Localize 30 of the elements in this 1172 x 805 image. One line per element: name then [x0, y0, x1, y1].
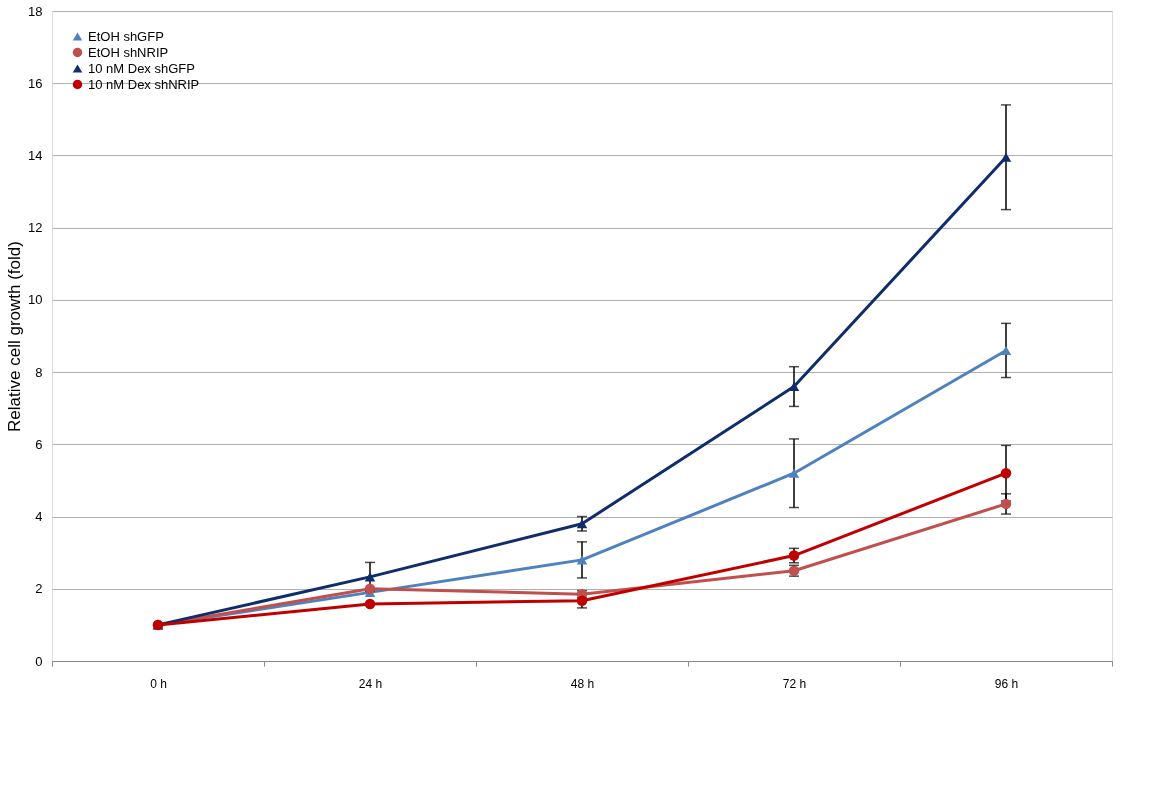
y-tick-label: 16 [28, 75, 43, 91]
point [1000, 498, 1012, 510]
legend-label: 10 nM Dex shNRIP [88, 76, 200, 92]
legend-label: EtOH shNRIP [88, 44, 169, 60]
y-tick-label: 12 [28, 220, 43, 236]
y-tick-label: 4 [35, 509, 43, 525]
x-tick-label: 0 h [150, 676, 167, 691]
y-tick-label: 10 [28, 292, 43, 308]
x-tick-label: 48 h [570, 676, 595, 691]
x-tick-label: 24 h [358, 676, 383, 691]
x-tick-label: 72 h [782, 676, 807, 691]
x-tick-label: 96 h [994, 676, 1019, 691]
point [364, 572, 376, 582]
y-tick-label: 18 [28, 3, 43, 19]
y-axis-title: Relative cell growth (fold) [5, 241, 25, 432]
y-tick-label: 8 [35, 364, 43, 380]
point [576, 555, 588, 565]
point [576, 519, 588, 529]
y-tick-label: 0 [35, 653, 43, 669]
y-tick-label: 14 [28, 147, 43, 163]
legend-label: EtOH shGFP [88, 28, 164, 44]
legend-label: 10 nM Dex shGFP [88, 60, 195, 76]
point [788, 468, 800, 478]
y-tick-label: 6 [35, 436, 43, 452]
point [1000, 345, 1012, 355]
point [364, 598, 376, 610]
point [1000, 152, 1012, 162]
point [1000, 467, 1012, 479]
y-tick-label: 2 [35, 581, 43, 597]
point [364, 583, 376, 595]
